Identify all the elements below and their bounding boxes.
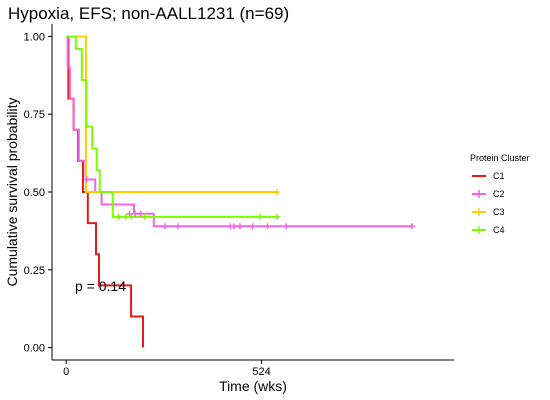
p-value-annotation: p = 0.14: [75, 278, 126, 294]
censor-mark-c4: [115, 213, 122, 220]
censor-mark-c2: [137, 210, 144, 217]
chart-title: Hypoxia, EFS; non-AALL1231 (n=69): [8, 4, 289, 23]
censor-mark-c4: [141, 213, 148, 220]
legend-label: C1: [493, 171, 505, 181]
legend-swatch-censor: [475, 208, 483, 216]
censor-mark-c2: [249, 223, 256, 230]
y-tick-label: 0.50: [24, 187, 45, 199]
legend-title: Protein Cluster: [470, 153, 530, 163]
survival-curve-c3: [66, 35, 277, 193]
censor-mark-c2: [126, 210, 133, 217]
censor-mark-c2: [236, 223, 243, 230]
survival-curve-c4: [66, 35, 278, 218]
censor-mark-c2: [175, 223, 182, 230]
legend-label: C4: [493, 225, 505, 235]
y-tick-label: 1.00: [24, 31, 45, 43]
censor-mark-c4: [274, 213, 281, 220]
y-tick-label: 0.00: [24, 343, 45, 355]
plot-series: [66, 35, 412, 348]
legend-item-c1: C1: [472, 171, 505, 181]
legend-label: C3: [493, 207, 505, 217]
y-axis-ticks: 0.00 0.25 0.50 0.75 1.00: [24, 31, 52, 355]
censor-mark-c2: [83, 176, 90, 183]
legend-item-c2: C2: [472, 189, 505, 199]
y-tick-label: 0.75: [24, 109, 45, 121]
x-axis-title: Time (wks): [219, 378, 287, 394]
legend-item-c3: C3: [472, 207, 505, 217]
legend: Protein Cluster C1 C2 C3 C4: [470, 153, 530, 235]
censor-mark-c4: [257, 213, 264, 220]
x-axis-ticks: 0 524: [63, 360, 271, 378]
survival-curve-c2: [66, 35, 412, 228]
y-axis-title: Cumulative survival probability: [4, 97, 20, 286]
censor-mark-c2: [408, 223, 415, 230]
plot-censors: [83, 176, 415, 230]
censor-mark-c4: [122, 213, 129, 220]
censor-mark-c2: [132, 210, 139, 217]
censor-mark-c2: [161, 223, 168, 230]
censor-mark-c3: [273, 189, 280, 195]
legend-swatch-censor: [475, 226, 483, 234]
censor-mark-c2: [264, 223, 271, 230]
censor-mark-c4: [128, 213, 135, 220]
legend-label: C2: [493, 189, 505, 199]
x-tick-label: 524: [252, 366, 270, 378]
x-tick-label: 0: [63, 366, 69, 378]
censor-mark-c2: [283, 223, 290, 230]
y-tick-label: 0.25: [24, 265, 45, 277]
legend-swatch-censor: [475, 190, 483, 198]
censor-mark-c2: [230, 223, 237, 230]
legend-item-c4: C4: [472, 225, 505, 235]
